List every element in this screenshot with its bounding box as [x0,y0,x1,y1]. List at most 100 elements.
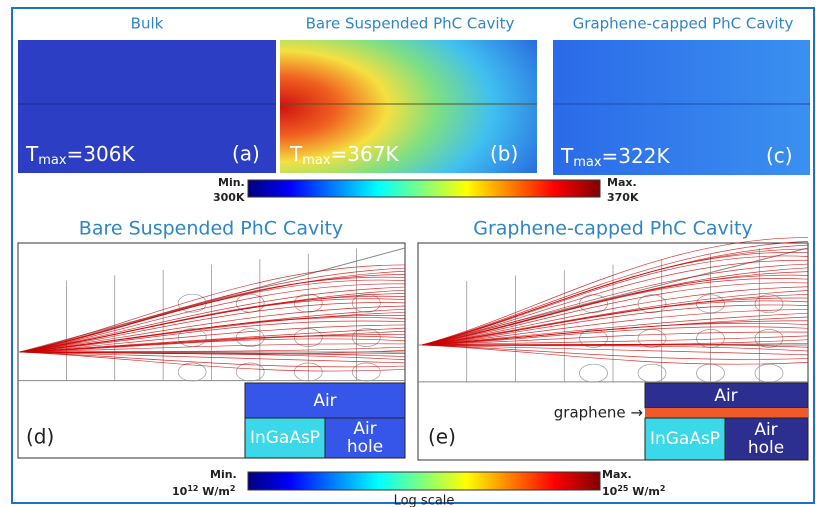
flux-line [421,343,809,348]
flux-line [19,351,406,372]
exp-base: 10 [602,485,618,498]
inset-label: hole [347,437,383,457]
tmax-base: T [289,142,303,166]
flux-line [19,317,406,353]
flux-line [421,255,809,346]
flux-line [421,282,809,346]
hole [754,329,784,348]
flux-line [19,338,406,353]
flux-line [421,237,809,346]
colorbar-min-label: Min. [218,176,245,189]
flux-line [421,304,809,346]
exp-sup: 12 [187,484,198,493]
flux-line [421,335,809,346]
colorbar-min-value: 1012 W/m2 [172,484,235,499]
flux-line [19,324,406,353]
hole [754,294,784,314]
graphene-label: graphene → [554,404,643,422]
exp-sup: 25 [617,484,629,493]
flux-line [421,322,809,346]
panel-e [417,237,809,461]
colorbar-max-label: Max. [607,176,637,189]
air-box [644,382,809,409]
flux-line [421,344,809,356]
tmax-value: =322K [602,144,671,168]
tmax-label: Tmax=306K [25,142,135,168]
panel-letter: (a) [232,142,260,166]
tmax-sub: max [302,153,331,168]
flux-line [421,312,809,346]
flux-line [19,320,406,353]
panel-title: Bare Suspended PhC Cavity [306,15,515,33]
flux-line [421,326,809,346]
flux-line [421,263,809,346]
inset-label: InGaAsP [250,428,320,448]
hole [351,362,381,382]
colorbar-scale: Log scale [394,494,455,507]
panel-title: Bare Suspended PhC Cavity [79,218,343,240]
flux-line [421,259,809,346]
flux-line [421,331,809,346]
flux-line [19,302,406,353]
flux-line [19,343,406,353]
flux-line [421,344,809,365]
panel-b [280,40,537,173]
hole [293,362,323,382]
unit: W/m [628,485,659,498]
colorbar [247,471,601,491]
hole [579,363,608,383]
flux-line [19,346,406,353]
flux-line [19,305,406,353]
flux-line [421,344,809,352]
tmax-value: =306K [67,142,136,166]
panel-c [553,40,810,175]
flux-line [421,300,809,346]
tmax-base: T [560,144,574,168]
tmax-sub: max [38,153,67,168]
inset-label: InGaAsP [650,429,720,449]
inset-label: Air [313,391,336,411]
colorbar-min-value: 300K [213,191,245,204]
hole [637,329,667,348]
colorbar-max-label: Max. [602,468,632,481]
inset-label: Air [754,420,777,440]
hole [235,362,265,382]
tmax-label: Tmax=322K [560,144,670,170]
panel-d [17,242,406,459]
hole [351,328,381,347]
panel-a [18,40,276,173]
unit: W/m [198,485,229,498]
panel-title: Bulk [131,15,164,33]
flux-line [19,351,406,361]
flux-line [421,344,809,360]
flux-line [19,283,406,353]
frame [11,7,815,504]
flux-line [19,298,406,353]
hole [637,363,667,383]
mesh-line [421,247,809,346]
air-hole-box [724,417,809,461]
flux-line [19,286,406,353]
air-box [244,382,406,419]
flux-line [421,241,809,346]
inset-label: hole [748,438,784,458]
hole [293,328,323,347]
unit-sup: 2 [660,484,666,493]
unit-sup: 2 [230,484,236,493]
colorbar-max-value: 1025 W/m2 [602,484,665,499]
ingaasp-box [244,417,326,459]
panel-title: Graphene-capped PhC Cavity [473,218,753,240]
flux-line [19,351,406,368]
graphene-layer [645,408,808,418]
tmax-label: Tmax=367K [289,142,399,168]
panel-letter: (c) [766,144,793,168]
flux-line [19,327,406,353]
flux-line [421,252,809,346]
panel-letter: (e) [428,425,456,449]
hole [754,363,784,383]
colorbar-min-label: Min. [210,468,237,481]
inset-label: Air [714,386,737,406]
flux-line [421,286,809,346]
hole [293,293,323,313]
